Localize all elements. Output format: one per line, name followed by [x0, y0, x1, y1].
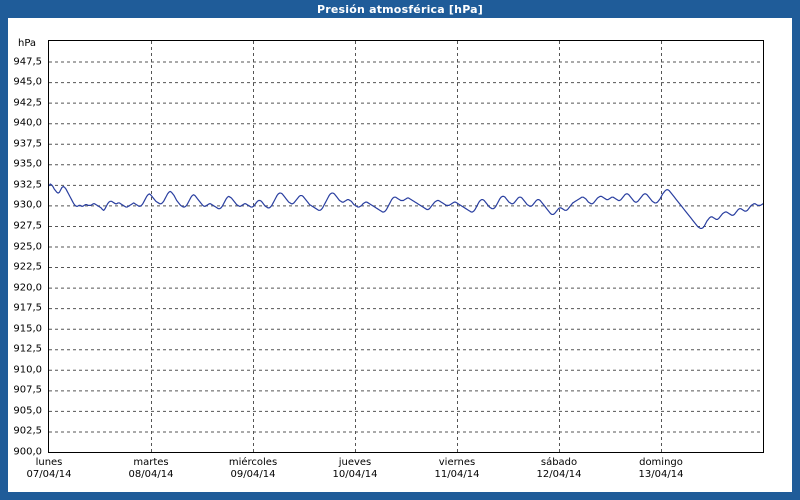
- y-axis-tick-label: 942,5: [13, 97, 42, 109]
- y-axis-tick-label: 947,5: [13, 56, 42, 68]
- x-axis-tick-label: lunes 07/04/14: [4, 457, 94, 481]
- x-axis-tick-label: domingo 13/04/14: [616, 457, 706, 481]
- x-axis-tick-label: jueves 10/04/14: [310, 457, 400, 481]
- x-tick-day: lunes: [35, 457, 63, 468]
- y-axis-tick-label: 917,5: [13, 302, 42, 314]
- y-axis-tick-label: 920,0: [13, 282, 42, 294]
- y-axis-tick-label: 937,5: [13, 138, 42, 150]
- y-axis-tick-label: 922,5: [13, 261, 42, 273]
- x-tick-day: martes: [133, 457, 169, 468]
- x-tick-date: 11/04/14: [434, 469, 480, 480]
- pressure-line-chart: [49, 41, 763, 452]
- window-border-right: [792, 0, 800, 500]
- x-tick-day: viernes: [438, 457, 476, 468]
- x-tick-date: 07/04/14: [26, 469, 72, 480]
- x-tick-day: domingo: [639, 457, 683, 468]
- window-border-bottom: [0, 492, 800, 500]
- page-title: Presión atmosférica [hPa]: [316, 2, 484, 16]
- x-tick-day: sábado: [540, 457, 578, 468]
- y-axis-tick-label: 932,5: [13, 179, 42, 191]
- x-axis-tick-label: viernes 11/04/14: [412, 457, 502, 481]
- title-bar: Presión atmosférica [hPa]: [0, 0, 800, 18]
- y-axis-tick-label: 912,5: [13, 343, 42, 355]
- x-tick-date: 08/04/14: [128, 469, 174, 480]
- x-tick-day: miércoles: [228, 457, 278, 468]
- y-axis-tick-label: 900,0: [13, 446, 42, 458]
- y-axis-tick-label: 940,0: [13, 117, 42, 129]
- y-axis-tick-label: 905,0: [13, 405, 42, 417]
- y-axis-tick-label: 902,5: [13, 425, 42, 437]
- x-tick-day: jueves: [338, 457, 372, 468]
- x-tick-date: 10/04/14: [332, 469, 378, 480]
- window-border-left: [0, 0, 8, 500]
- y-axis-tick-label: 910,0: [13, 364, 42, 376]
- x-axis-tick-label: miércoles 09/04/14: [208, 457, 298, 481]
- y-axis-tick-label: 915,0: [13, 323, 42, 335]
- y-axis-tick-label: 925,0: [13, 241, 42, 252]
- y-axis-tick-label: 907,5: [13, 384, 42, 396]
- x-tick-date: 13/04/14: [638, 469, 684, 480]
- x-axis-tick-label: sábado 12/04/14: [514, 457, 604, 481]
- y-axis-tick-label: 930,0: [13, 199, 42, 211]
- y-axis-unit-label: hPa: [18, 38, 37, 49]
- plot-area: [48, 40, 764, 453]
- y-axis-tick-label: 935,0: [13, 158, 42, 170]
- x-axis-tick-label: martes 08/04/14: [106, 457, 196, 481]
- y-axis-tick-label: 927,5: [13, 220, 42, 232]
- x-tick-date: 09/04/14: [230, 469, 276, 480]
- y-axis-tick-label: 945,0: [13, 76, 42, 88]
- x-tick-date: 12/04/14: [536, 469, 582, 480]
